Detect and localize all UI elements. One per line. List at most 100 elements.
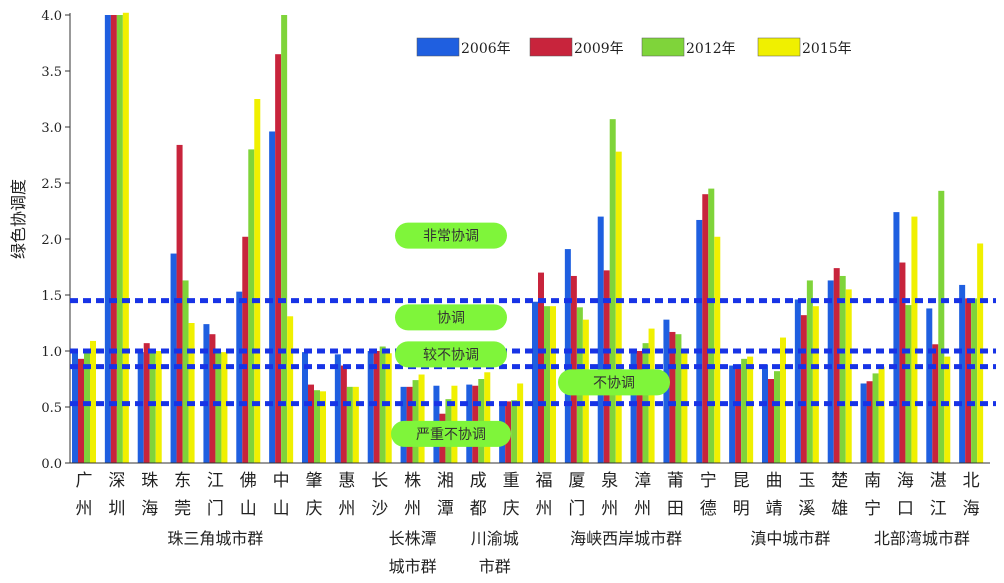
bar-2012年-东莞	[182, 280, 189, 463]
x-tick-label: 明	[733, 499, 750, 519]
bar-2015年-曲靖	[780, 337, 786, 463]
bar-2009年-东莞	[176, 144, 183, 464]
bar-2015年-株州	[418, 374, 425, 463]
bar-2009年-楚雄	[833, 268, 840, 463]
x-tick-label: 山	[273, 499, 290, 519]
group-label: 长株潭	[389, 529, 437, 548]
x-tick-label: 珠	[141, 471, 158, 491]
bar-2012年-莆田	[675, 334, 682, 463]
x-tick-label: 州	[634, 499, 651, 519]
bar-2015年-东莞	[188, 323, 195, 463]
bar-2012年-北海	[971, 298, 978, 463]
bar-2006年-湛江	[926, 308, 933, 463]
bar-2006年-东莞	[170, 253, 177, 463]
x-tick-label: 株	[404, 471, 421, 491]
bar-2012年-中山	[281, 15, 288, 463]
group-label: 滇中城市群	[750, 529, 830, 548]
bar-2009年-广州	[78, 358, 84, 463]
bar-2012年-泉州	[609, 119, 616, 463]
bar-2009年-北海	[965, 298, 972, 463]
level-label: 严重不协调	[416, 427, 486, 443]
legend-label: 2012年	[686, 41, 736, 57]
y-tick-label: 3.5	[41, 65, 62, 80]
x-tick-label: 广	[76, 471, 93, 491]
group-label: 北部湾城市群	[874, 529, 970, 548]
bar-2015年-珠海	[155, 351, 162, 463]
x-tick-label: 海	[141, 499, 158, 519]
bar-2015年-南宁	[878, 366, 885, 463]
bar-2012年-重庆	[511, 400, 518, 463]
bar-2006年-玉溪	[794, 299, 801, 463]
x-tick-label: 田	[667, 499, 684, 519]
bar-2009年-南宁	[866, 381, 873, 463]
y-tick-label: 0.5	[41, 401, 62, 416]
y-axis-label: 绿色协调度	[9, 179, 28, 259]
bar-2009年-曲靖	[768, 379, 774, 463]
bar-2009年-莆田	[669, 331, 676, 463]
bar-2006年-广州	[72, 351, 78, 463]
bar-2009年-宁德	[702, 194, 709, 463]
axes-layer: 0.0 0.5 1.0 1.5 2.0 2.5 3.0 3.5 4.0 绿色协调度	[9, 9, 990, 472]
x-tick-label: 门	[207, 499, 224, 519]
bar-2006年-厦门	[564, 249, 571, 463]
y-tick-label: 2.0	[41, 233, 62, 248]
x-tick-label: 宁	[700, 471, 717, 491]
bar-2009年-海口	[899, 262, 906, 463]
x-tick-label: 佛	[240, 471, 257, 491]
x-tick-label: 宁	[864, 499, 881, 519]
bar-2006年-楚雄	[827, 280, 834, 463]
x-tick-label: 潭	[437, 499, 454, 519]
x-tick-label: 庆	[306, 499, 323, 519]
bar-2012年-惠州	[346, 386, 353, 463]
bar-2015年-海口	[911, 216, 918, 463]
bar-2006年-南宁	[860, 383, 867, 463]
bar-2015年-深圳	[122, 12, 129, 463]
legend-label: 2006年	[461, 41, 511, 57]
group-label: 川渝城	[471, 529, 519, 548]
category-labels-layer: 广州深圳珠海东莞江门佛山中山肇庆惠州长沙株州湘潭成都重庆福州厦门泉州漳州莆田宁德…	[76, 471, 980, 576]
level-label: 不协调	[593, 375, 635, 391]
x-tick-label: 昆	[733, 471, 750, 491]
x-tick-label: 州	[338, 499, 355, 519]
bar-2012年-深圳	[116, 15, 123, 463]
bar-2012年-楚雄	[839, 275, 846, 463]
bar-2015年-长沙	[385, 353, 392, 463]
level-badge	[391, 420, 511, 447]
x-tick-label: 门	[568, 499, 585, 519]
bar-2015年-昆明	[747, 356, 754, 463]
bar-2009年-珠海	[143, 343, 150, 463]
x-tick-label: 长	[371, 471, 388, 491]
bar-2006年-江门	[203, 324, 210, 463]
y-tick-label: 1.5	[41, 289, 62, 304]
x-tick-label: 沙	[371, 499, 388, 519]
bar-2006年-曲靖	[762, 364, 768, 463]
bar-2015年-中山	[287, 316, 294, 463]
legend-swatch	[529, 37, 573, 57]
bar-2006年-昆明	[729, 365, 736, 463]
y-tick-label: 1.0	[41, 345, 62, 360]
x-tick-label: 圳	[108, 499, 125, 519]
bar-2015年-成都	[484, 372, 491, 463]
bar-2012年-宁德	[708, 188, 715, 463]
bar-2006年-深圳	[104, 15, 111, 463]
bar-2006年-北海	[959, 284, 966, 463]
bar-2015年-楚雄	[845, 289, 852, 463]
bar-2015年-惠州	[352, 386, 359, 463]
x-tick-label: 福	[536, 471, 553, 491]
bar-2012年-曲靖	[774, 371, 780, 463]
bar-2009年-中山	[275, 54, 282, 463]
y-tick-label: 3.0	[41, 121, 62, 136]
legend: 2006年 2009年 2012年 2015年	[416, 37, 852, 57]
bar-2012年-海口	[905, 305, 912, 463]
bar-2009年-玉溪	[800, 315, 807, 463]
level-label: 协调	[437, 310, 465, 326]
group-label: 海峡西岸城市群	[570, 529, 682, 548]
bar-2012年-南宁	[872, 373, 879, 463]
bar-2015年-宁德	[714, 236, 721, 463]
bar-2012年-江门	[215, 352, 222, 463]
x-tick-label: 中	[273, 471, 290, 491]
x-tick-label: 厦	[568, 471, 585, 491]
y-tick-label: 2.5	[41, 177, 62, 192]
x-tick-label: 莆	[667, 471, 684, 491]
